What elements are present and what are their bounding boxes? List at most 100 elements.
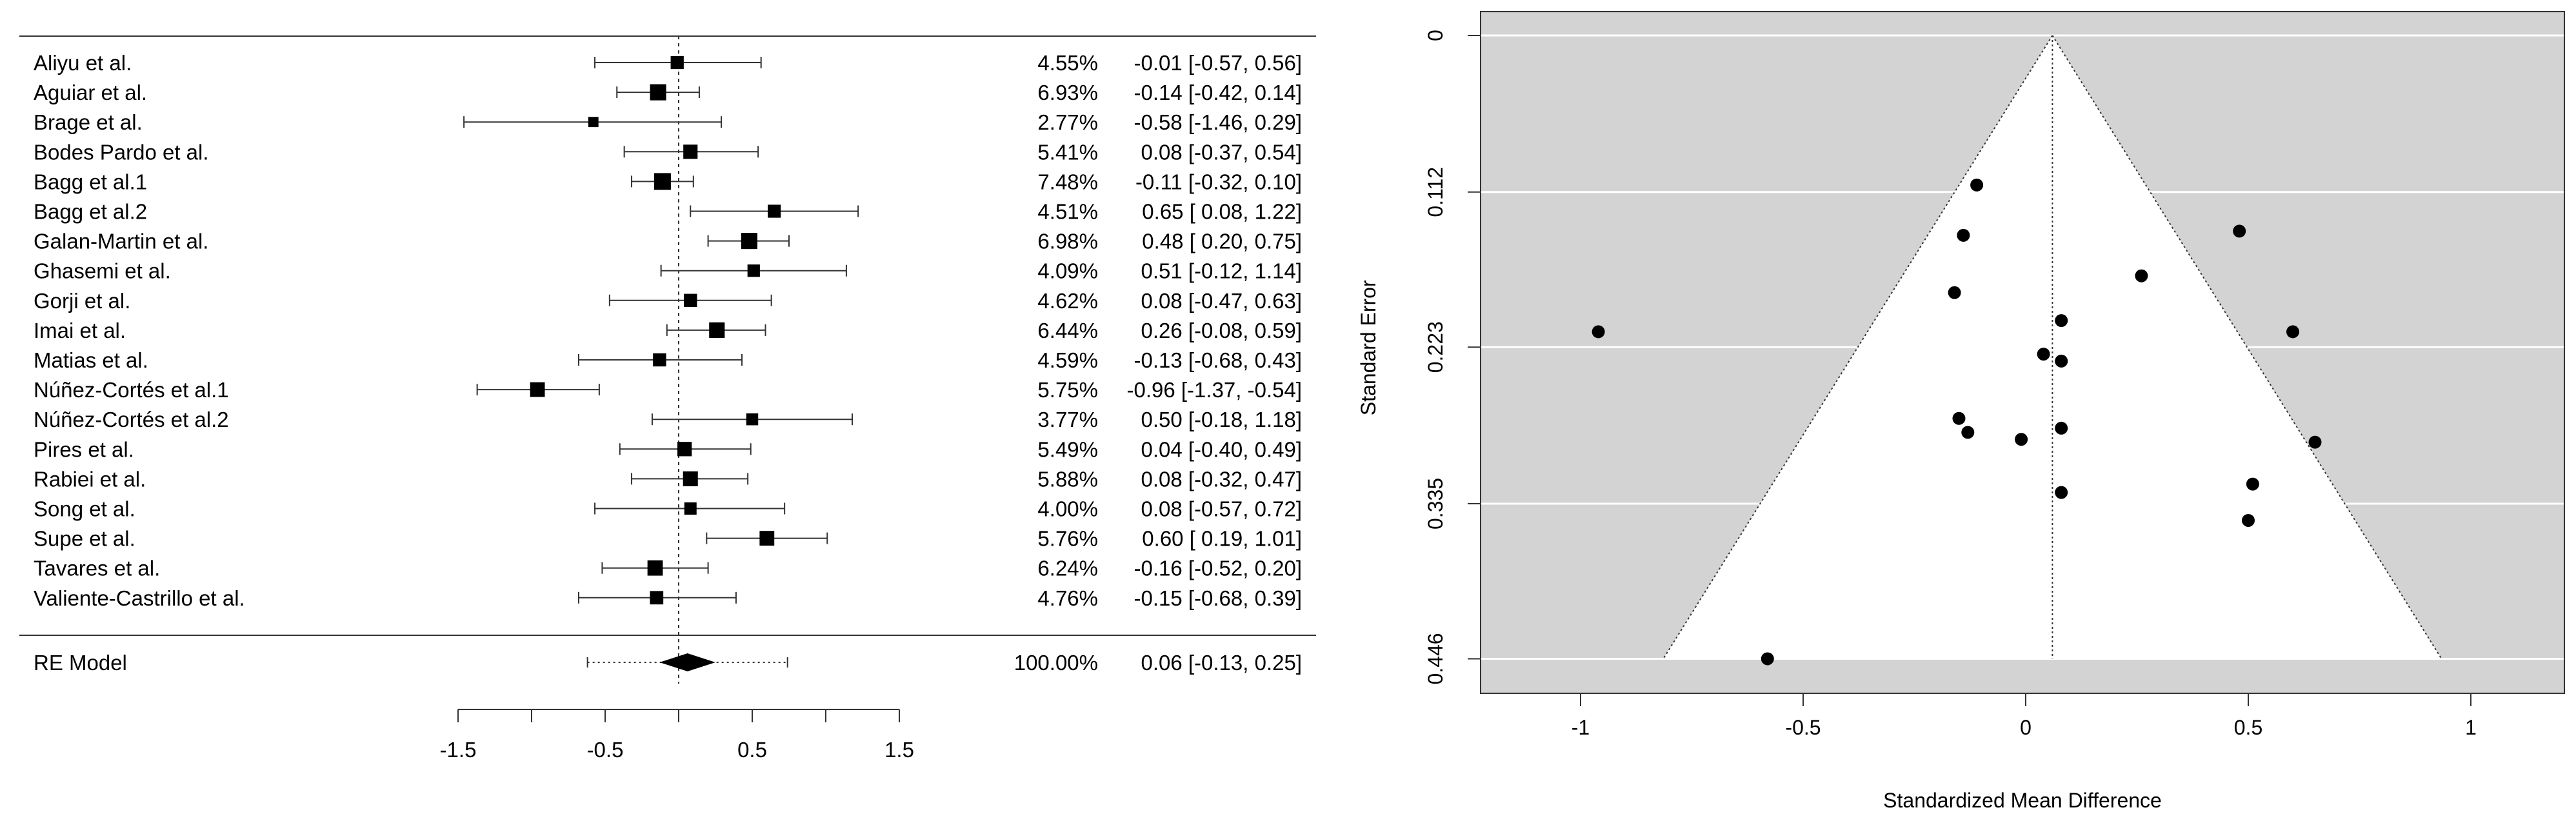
study-label: Supe et al.: [34, 527, 135, 551]
study-ci-text: -0.96 [-1.37, -0.54]: [1127, 378, 1303, 402]
funnel-point: [1592, 325, 1605, 339]
study-label: Núñez-Cortés et al.2: [34, 408, 229, 431]
study-weight: 6.93%: [1037, 81, 1098, 104]
funnel-left-bound: [1662, 35, 2053, 660]
funnel-point: [2233, 224, 2246, 238]
funnel-x-tick-label: -0.5: [1785, 716, 1821, 739]
study-ci-text: 0.65 [ 0.08, 1.22]: [1142, 200, 1302, 224]
study-label: Tavares et al.: [34, 557, 160, 580]
funnel-point: [1761, 652, 1774, 666]
study-point: [647, 560, 663, 576]
study-weight: 7.48%: [1037, 170, 1098, 193]
study-point: [683, 471, 698, 486]
funnel-point: [2055, 314, 2068, 328]
study-weight: 5.88%: [1037, 467, 1098, 491]
forest-x-tick-label: -1.5: [440, 738, 477, 762]
study-point: [650, 591, 664, 605]
funnel-right-bound: [2052, 35, 2442, 660]
study-ci-text: 0.48 [ 0.20, 0.75]: [1142, 230, 1302, 253]
funnel-point: [1961, 426, 1975, 439]
study-ci-text: -0.01 [-0.57, 0.56]: [1133, 51, 1302, 75]
funnel-y-tick-label: 0.112: [1424, 167, 1447, 217]
study-point: [741, 233, 757, 250]
study-ci-text: 0.08 [-0.32, 0.47]: [1141, 467, 1302, 491]
study-label: Bagg et al.1: [34, 170, 147, 193]
study-label: Aliyu et al.: [34, 51, 132, 75]
summary-ci-text: 0.06 [-0.13, 0.25]: [1141, 651, 1302, 675]
funnel-point: [2015, 433, 2028, 446]
funnel-x-tick-label: 0: [2020, 716, 2032, 739]
study-ci-text: -0.13 [-0.68, 0.43]: [1133, 348, 1302, 372]
funnel-y-tick-label: 0: [1424, 30, 1447, 41]
study-ci-text: -0.11 [-0.32, 0.10]: [1135, 170, 1302, 193]
summary-diamond: [659, 653, 715, 671]
study-weight: 6.98%: [1037, 230, 1098, 253]
study-ci-text: 0.08 [-0.57, 0.72]: [1141, 497, 1302, 521]
study-ci-text: 0.51 [-0.12, 1.14]: [1141, 259, 1302, 283]
study-point: [653, 353, 666, 367]
study-ci-text: -0.14 [-0.42, 0.14]: [1133, 81, 1302, 104]
study-weight: 3.77%: [1037, 408, 1098, 431]
funnel-point: [2242, 513, 2255, 527]
study-ci-text: 0.08 [-0.37, 0.54]: [1141, 140, 1302, 164]
study-ci-text: 0.50 [-0.18, 1.18]: [1141, 408, 1302, 431]
forest-x-tick-label: -0.5: [587, 738, 624, 762]
study-weight: 4.62%: [1037, 289, 1098, 313]
funnel-point: [1957, 228, 1970, 242]
study-ci-text: -0.15 [-0.68, 0.39]: [1133, 586, 1302, 610]
funnel-point: [2246, 477, 2259, 491]
study-ci-text: 0.08 [-0.47, 0.63]: [1141, 289, 1302, 313]
study-ci-text: 0.04 [-0.40, 0.49]: [1141, 437, 1302, 461]
study-label: Ghasemi et al.: [34, 259, 171, 283]
funnel-frame: [1480, 11, 2565, 694]
funnel-y-axis-label: Standard Error: [1357, 280, 1380, 415]
study-point: [768, 204, 781, 218]
study-ci-text: 0.60 [ 0.19, 1.01]: [1142, 527, 1302, 551]
study-label: Matias et al.: [34, 348, 148, 372]
study-weight: 4.59%: [1037, 348, 1098, 372]
forest-x-tick-label: 0.5: [737, 738, 767, 762]
funnel-x-tick-label: -1: [1572, 716, 1590, 739]
study-weight: 5.41%: [1037, 140, 1098, 164]
funnel-plot: -1 -0.5 0 0.5 1 Standardized Mean Difference 0…: [1357, 11, 2565, 812]
funnel-point: [2308, 435, 2322, 449]
summary-weight: 100.00%: [1014, 651, 1098, 675]
funnel-point: [2135, 269, 2148, 282]
funnel-point: [2055, 421, 2068, 435]
study-weight: 6.24%: [1037, 557, 1098, 580]
study-point: [530, 382, 545, 397]
study-label: Brage et al.: [34, 110, 143, 134]
funnel-x-tick-label: 0.5: [2234, 716, 2262, 739]
study-point: [670, 55, 684, 70]
study-ci-text: -0.58 [-1.46, 0.29]: [1133, 110, 1302, 134]
study-weight: 4.00%: [1037, 497, 1098, 521]
study-weight: 2.77%: [1037, 110, 1098, 134]
funnel-point: [2037, 348, 2050, 361]
study-ci-text: 0.26 [-0.08, 0.59]: [1141, 319, 1302, 342]
study-label: Bodes Pardo et al.: [34, 140, 209, 164]
study-label: Pires et al.: [34, 437, 134, 461]
study-label: Aguiar et al.: [34, 81, 147, 104]
funnel-y-tick-label: 0.223: [1424, 321, 1447, 373]
study-point: [759, 531, 775, 546]
study-point: [677, 442, 692, 457]
funnel-point: [1948, 286, 1961, 299]
funnel-x-axis-label: Standardized Mean Difference: [1883, 789, 2162, 812]
study-weight: 5.76%: [1037, 527, 1098, 551]
study-label: Bagg et al.2: [34, 200, 147, 224]
study-label: Imai et al.: [34, 319, 126, 342]
study-point: [588, 117, 599, 128]
study-label: Gorji et al.: [34, 289, 130, 313]
study-label: Núñez-Cortés et al.1: [34, 378, 229, 402]
study-weight: 5.75%: [1037, 378, 1098, 402]
funnel-y-tick-label: 0.335: [1424, 478, 1447, 529]
funnel-point: [1952, 411, 1966, 425]
study-weight: 5.49%: [1037, 437, 1098, 461]
study-weight: 4.55%: [1037, 51, 1098, 75]
funnel-point: [1970, 178, 1984, 192]
study-ci-text: -0.16 [-0.52, 0.20]: [1133, 557, 1302, 580]
study-point: [746, 413, 759, 426]
forest-plot: Aliyu et al. 4.55% -0.01 [-0.57, 0.56] Agui…: [19, 35, 1316, 762]
study-point: [747, 264, 760, 277]
